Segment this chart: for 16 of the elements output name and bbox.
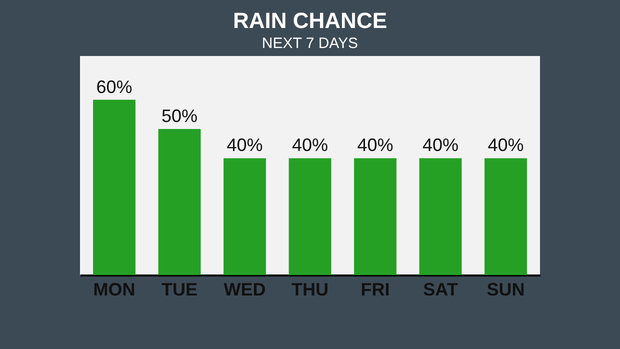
data-label: 40% <box>226 135 263 156</box>
x-tick-label: FRI <box>360 280 390 300</box>
data-label: 50% <box>161 106 198 126</box>
chart-subtitle: NEXT 7 DAYS <box>262 35 358 52</box>
data-label: 40% <box>488 135 524 156</box>
x-tick-label: MON <box>93 280 136 300</box>
data-label: 40% <box>422 135 459 156</box>
x-tick-label: WED <box>224 280 266 300</box>
chart-title: RAIN CHANCE <box>233 8 387 33</box>
data-label: 40% <box>357 135 394 156</box>
x-tick-label: SAT <box>423 280 458 300</box>
x-tick-label: THU <box>292 280 328 300</box>
x-tick-label: TUE <box>162 280 198 300</box>
data-label: 60% <box>96 76 132 97</box>
x-tick-label: SUN <box>486 280 525 300</box>
data-label: 40% <box>292 135 328 156</box>
